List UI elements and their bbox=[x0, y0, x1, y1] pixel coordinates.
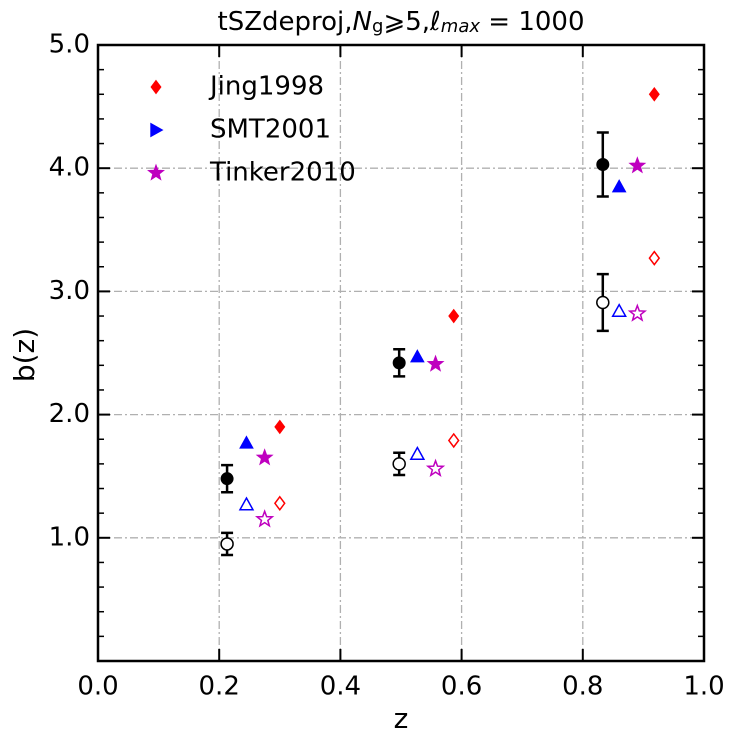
chart-title: tSZdeproj,Ng⩾5,ℓmax = 1000 bbox=[218, 7, 585, 38]
marker bbox=[392, 457, 406, 471]
marker bbox=[255, 448, 274, 466]
marker bbox=[648, 86, 660, 102]
marker bbox=[628, 156, 647, 174]
y-tick-label: 1.0 bbox=[49, 522, 90, 552]
marker bbox=[611, 179, 627, 193]
x-tick-label: 0.0 bbox=[77, 672, 118, 702]
legend-marker bbox=[150, 79, 162, 95]
y-tick-label: 2.0 bbox=[49, 399, 90, 429]
marker bbox=[447, 432, 460, 449]
marker bbox=[426, 354, 445, 372]
marker bbox=[239, 435, 254, 449]
marker bbox=[409, 445, 426, 460]
marker bbox=[596, 158, 610, 171]
legend-label: SMT2001 bbox=[210, 115, 331, 145]
x-tick-label: 0.2 bbox=[199, 672, 240, 702]
y-axis-label: b(z) bbox=[8, 328, 41, 382]
title-part: tSZdeproj, bbox=[218, 7, 353, 37]
x-tick-label: 0.8 bbox=[562, 672, 603, 702]
x-tick-label: 0.4 bbox=[320, 672, 361, 702]
title-part: g bbox=[372, 16, 383, 37]
marker bbox=[255, 509, 275, 528]
x-axis-label: z bbox=[394, 702, 409, 735]
plot-frame bbox=[96, 43, 706, 663]
marker bbox=[274, 419, 286, 435]
marker bbox=[392, 356, 406, 370]
title-part: N bbox=[353, 7, 372, 37]
y-tick-label: 3.0 bbox=[49, 276, 90, 306]
legend-label: Jing1998 bbox=[208, 72, 324, 102]
x-tick-label: 1.0 bbox=[683, 672, 724, 702]
title-part: max bbox=[441, 16, 481, 37]
marker bbox=[238, 496, 255, 511]
marker bbox=[448, 308, 460, 324]
marker bbox=[273, 495, 286, 512]
y-tick-label: 4.0 bbox=[49, 153, 90, 183]
legend-label: Tinker2010 bbox=[209, 158, 356, 188]
legend-marker bbox=[147, 163, 165, 181]
marker bbox=[648, 250, 661, 266]
marker bbox=[410, 349, 425, 363]
marker bbox=[611, 303, 627, 318]
marker bbox=[425, 458, 446, 478]
title-part: ⩾5, bbox=[383, 7, 430, 37]
marker bbox=[220, 472, 234, 486]
legend-marker bbox=[150, 122, 164, 138]
marker bbox=[220, 537, 234, 551]
marker bbox=[596, 295, 610, 310]
title-part: ℓ bbox=[429, 7, 441, 37]
x-tick-label: 0.6 bbox=[441, 672, 482, 702]
marker bbox=[627, 303, 647, 322]
y-tick-label: 5.0 bbox=[49, 30, 90, 60]
title-part: = 1000 bbox=[480, 7, 584, 37]
